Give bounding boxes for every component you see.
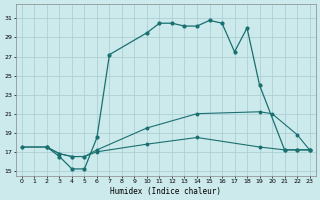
X-axis label: Humidex (Indice chaleur): Humidex (Indice chaleur)	[110, 187, 221, 196]
